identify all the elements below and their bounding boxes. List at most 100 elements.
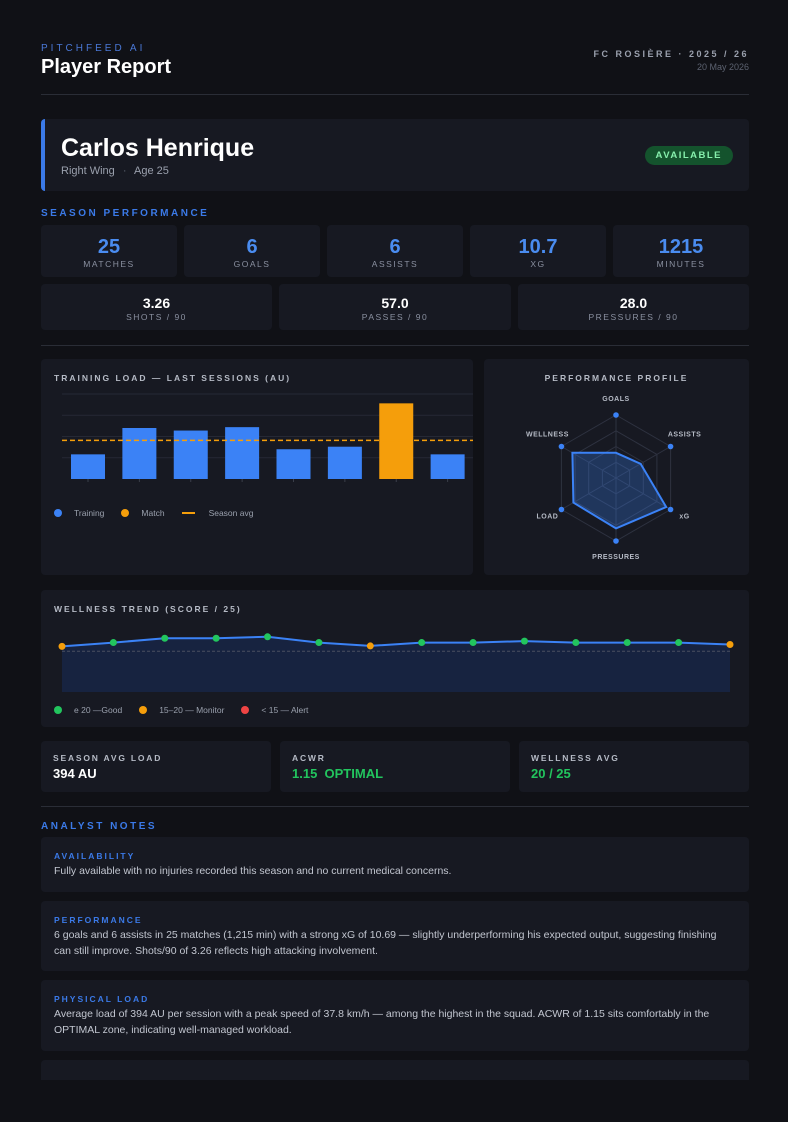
stat-value: 57.0 <box>381 295 409 311</box>
performance-profile-title: PERFORMANCE PROFILE <box>544 373 689 383</box>
bar-6 <box>327 446 362 479</box>
status-badge: AVAILABLE <box>644 146 733 165</box>
training-load-title: TRAINING LOAD — LAST SESSIONS (AU) <box>54 373 292 383</box>
monitor-dot-icon <box>139 706 148 714</box>
note-physical-load: PHYSICAL LOAD Average load of 394 AU per… <box>41 980 749 1051</box>
note-text: Average load of 394 AU per session with … <box>54 1008 710 1036</box>
club-season: FC ROSIÈRE · 2025 / 26 <box>593 49 749 59</box>
radar-axis-label: LOAD <box>537 514 559 521</box>
wellness-trend-panel: WELLNESS TREND (SCORE / 25) e 20 —Good 1… <box>41 590 749 727</box>
stat-label: SHOTS / 90 <box>126 312 187 322</box>
stat-assists: 6 ASSISTS <box>327 225 463 277</box>
radar-spoke <box>561 446 617 479</box>
wellness-point-7 <box>366 642 374 650</box>
note-availability: AVAILABILITY Fully available with no inj… <box>41 837 749 892</box>
note-title: PERFORMANCE <box>54 915 143 925</box>
training-load-chart <box>62 393 473 482</box>
page-title: Player Report <box>41 56 172 78</box>
report-date: 20 May 2026 <box>696 62 749 72</box>
radar-spoke <box>615 446 671 479</box>
wellness-point-5 <box>264 633 272 641</box>
training-dot-icon <box>54 509 62 517</box>
stat-value: 10.7 <box>518 236 558 258</box>
radar-axis-dot <box>558 443 565 450</box>
wellness-point-3 <box>161 634 169 642</box>
stat-value: 6 <box>389 236 401 258</box>
radar-spoke <box>615 477 671 510</box>
wellness-point-12 <box>623 639 631 647</box>
legend-monitor-label: 15–20 — Monitor <box>159 705 225 715</box>
stat-label: PASSES / 90 <box>361 312 429 322</box>
stat-label: MATCHES <box>83 259 135 269</box>
bar-7 <box>379 403 414 479</box>
stat-pressures-per-90: 28.0 PRESSURES / 90 <box>518 284 749 330</box>
radar-axis-label: ASSISTS <box>668 432 701 439</box>
kpi-season-avg-load: SEASON AVG LOAD 394 AU <box>41 741 271 792</box>
wellness-point-9 <box>469 639 477 647</box>
legend-training: Training <box>54 508 104 518</box>
note-truncated <box>41 1060 749 1080</box>
section-divider <box>41 345 749 346</box>
wellness-point-4 <box>212 634 220 642</box>
wellness-point-13 <box>675 639 683 647</box>
kpi-acwr: ACWR 1.15 OPTIMAL <box>280 741 510 792</box>
legend-match: Match <box>121 508 165 518</box>
brand-label: PITCHFEED AI <box>41 43 146 54</box>
radar-axis-label: PRESSURES <box>592 554 640 561</box>
wellness-point-6 <box>315 639 323 647</box>
stat-minutes: 1215 MINUTES <box>613 225 749 277</box>
stat-xg: 10.7 XG <box>470 225 606 277</box>
kpi-label: WELLNESS AVG <box>531 753 620 763</box>
radar-axis-dot <box>613 538 619 544</box>
legend-avg: Season avg <box>181 508 254 518</box>
note-text: Fully available with no injuries recorde… <box>54 865 452 877</box>
wellness-area <box>62 636 730 692</box>
stat-value: 28.0 <box>619 295 648 311</box>
legend-monitor: 15–20 — Monitor <box>139 705 224 715</box>
avg-dash-icon <box>181 512 195 514</box>
wellness-line <box>61 635 731 648</box>
radar-axis-label: xG <box>679 514 689 521</box>
player-position: Right Wing <box>61 165 115 177</box>
legend-avg-label: Season avg <box>208 508 254 518</box>
wellness-point-14 <box>726 640 734 648</box>
player-card: Carlos Henrique Right Wing · Age 25 AVAI… <box>41 119 749 191</box>
notes-divider <box>41 806 749 807</box>
good-dot-icon <box>54 706 62 714</box>
radar-spoke <box>561 477 617 510</box>
note-title: PHYSICAL LOAD <box>54 994 150 1004</box>
legend-match-label: Match <box>141 508 165 518</box>
kpi-label: SEASON AVG LOAD <box>53 753 163 763</box>
wellness-trend-chart <box>58 633 734 692</box>
bar-8 <box>430 454 465 479</box>
performance-radar-chart: GOALS ASSISTS xG PRESSURES LOAD WELLNESS <box>526 396 701 561</box>
stat-shots-per-90: 3.26 SHOTS / 90 <box>41 284 272 330</box>
stat-value: 6 <box>246 236 258 258</box>
wellness-point-1 <box>58 642 66 650</box>
note-title: AVAILABILITY <box>54 851 136 861</box>
stat-value: 25 <box>97 236 121 258</box>
match-dot-icon <box>121 509 130 517</box>
radar-axis-label: GOALS <box>602 396 629 403</box>
kpi-wellness-avg: WELLNESS AVG 20 / 25 <box>519 741 749 792</box>
legend-training-label: Training <box>74 508 105 518</box>
training-load-legend: Training Match Season avg <box>54 508 270 518</box>
wellness-point-2 <box>109 639 117 647</box>
bar-3 <box>173 430 208 479</box>
stat-value: 1215 <box>658 236 704 258</box>
legend-alert-label: < 15 — Alert <box>261 705 309 715</box>
stat-label: PRESSURES / 90 <box>588 312 679 322</box>
bar-1 <box>71 454 105 479</box>
bar-5 <box>276 449 311 479</box>
wellness-point-8 <box>418 639 426 647</box>
stat-passes-per-90: 57.0 PASSES / 90 <box>279 284 511 330</box>
wellness-point-10 <box>520 637 528 645</box>
analyst-notes-title: ANALYST NOTES <box>41 821 158 832</box>
stat-label: XG <box>530 259 546 269</box>
legend-good-label: e 20 —Good <box>74 705 123 715</box>
season-performance-title: SEASON PERFORMANCE <box>41 208 210 219</box>
wellness-legend: e 20 —Good 15–20 — Monitor < 15 — Alert <box>54 705 325 715</box>
stat-value: 3.26 <box>142 295 171 311</box>
note-text: 6 goals and 6 assists in 25 matches (1,2… <box>54 929 717 957</box>
kpi-label: ACWR <box>292 753 326 763</box>
